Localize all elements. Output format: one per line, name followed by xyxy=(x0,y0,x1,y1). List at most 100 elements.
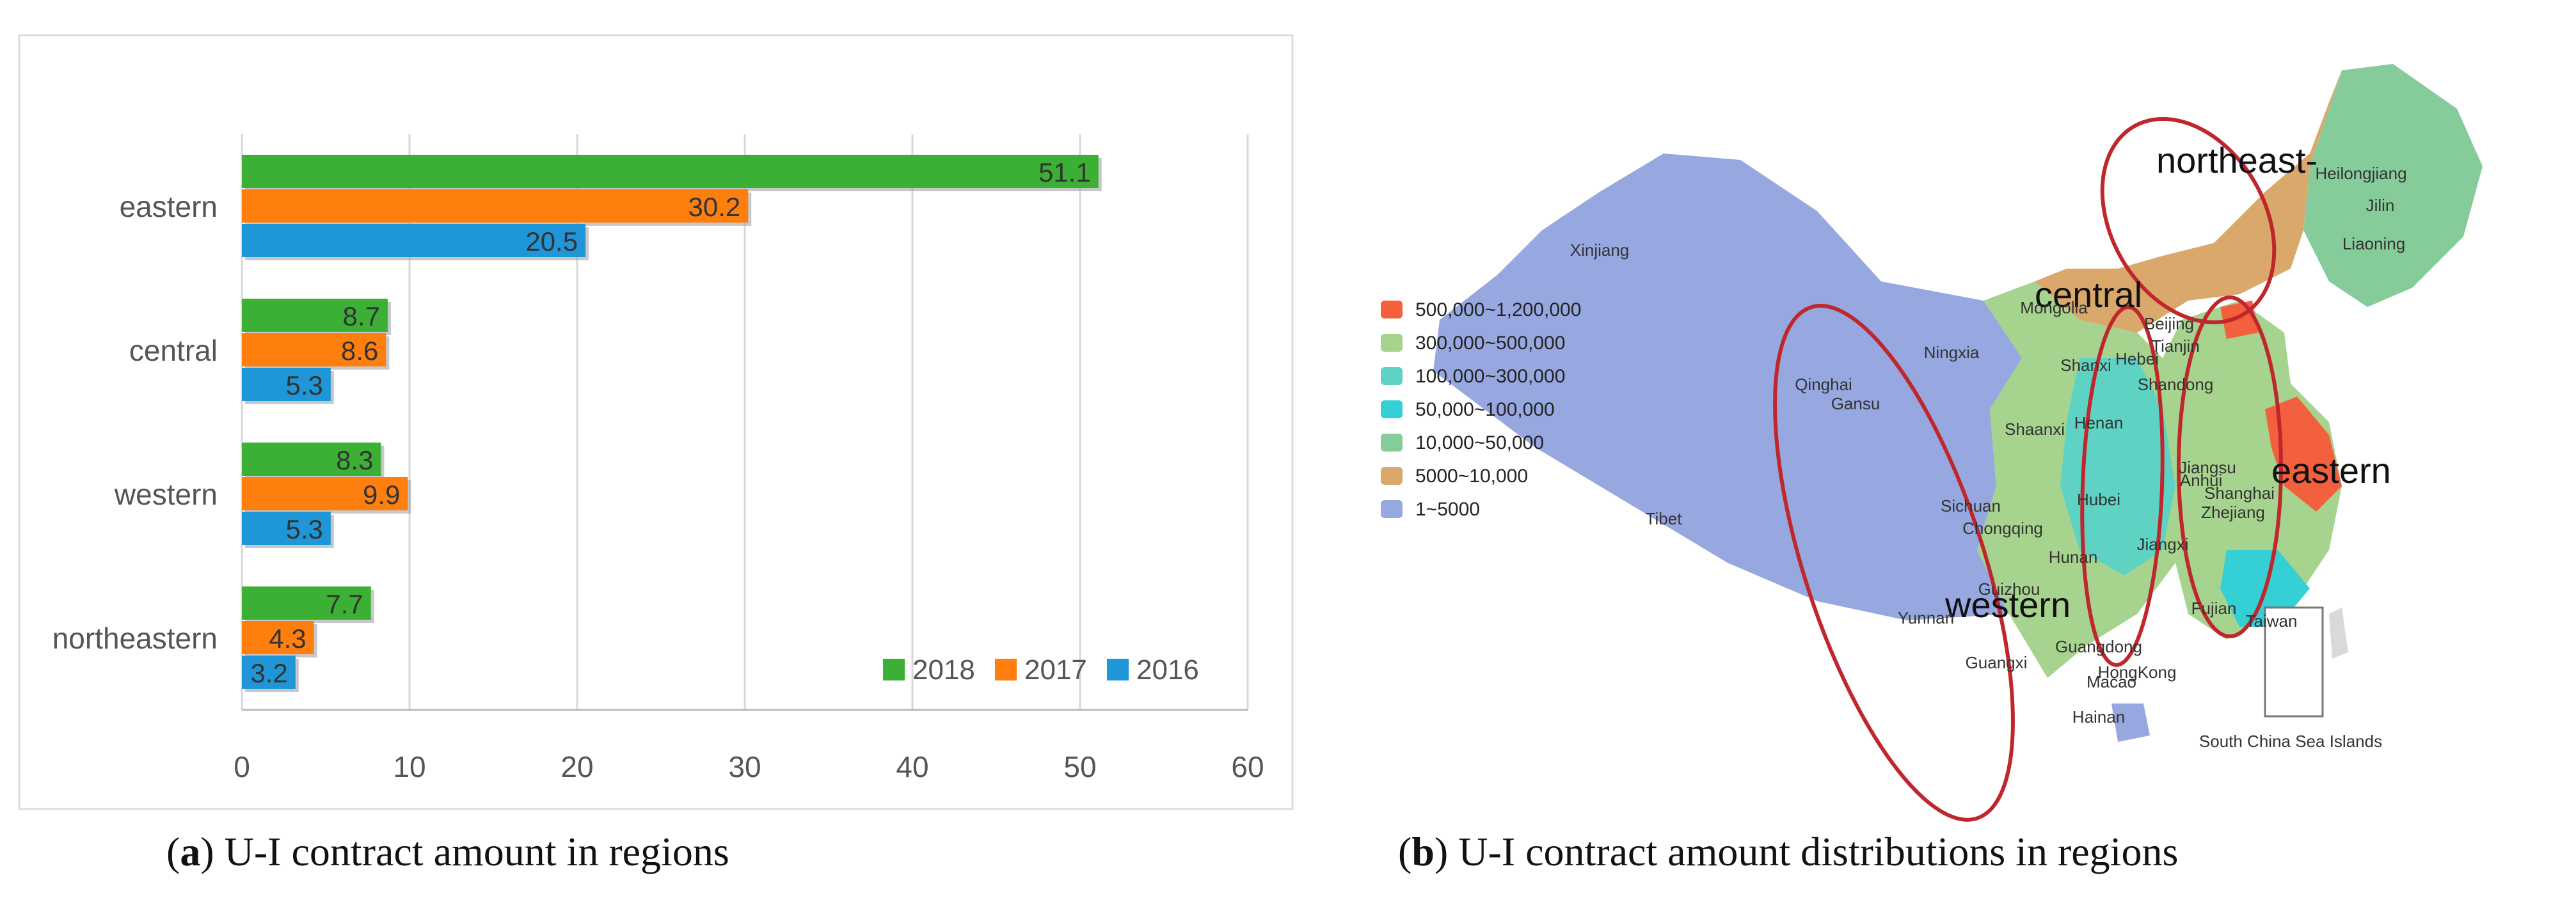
legend-swatch xyxy=(1107,659,1129,680)
x-tick-label: 40 xyxy=(896,750,928,783)
province-label: Liaoning xyxy=(2342,234,2405,253)
province-label: Hubei xyxy=(2077,490,2120,509)
category-label: central xyxy=(129,334,218,367)
province-label: Beijing xyxy=(2144,314,2194,333)
x-tick-label: 50 xyxy=(1063,750,1096,783)
province-label: Shaanxi xyxy=(2005,420,2065,439)
bar-value-label: 30.2 xyxy=(688,192,740,222)
caption-b-text: U-I contract amount distributions in reg… xyxy=(1458,829,2179,874)
bar-value-label: 8.6 xyxy=(341,336,378,366)
northeast-ellipse xyxy=(2100,117,2277,324)
bar-2017-western xyxy=(242,477,408,510)
bar-2016-central xyxy=(242,368,331,401)
province-label: Shandong xyxy=(2138,375,2214,394)
central-label: central xyxy=(2035,274,2142,315)
map-legend-swatch xyxy=(1381,434,1403,452)
chart-legend: 2018 2017 2016 xyxy=(883,654,1199,686)
bar-2016-northeastern xyxy=(242,656,296,689)
eastern-region-shape xyxy=(2163,301,2342,640)
bar-chart: 51.130.220.58.78.65.38.39.95.37.74.33.2 … xyxy=(18,34,1294,810)
province-label: Taiwan xyxy=(2246,611,2298,631)
province-label: Henan xyxy=(2074,413,2124,432)
bars: 51.1 30.2 20.5 8.7 8.6 5.3 8.3 9.9 5.3 7.7 4.3 3.2 xyxy=(242,155,1102,692)
province-label: Hainan xyxy=(2072,707,2125,727)
province-label: Sichuan xyxy=(1941,496,2001,515)
inset-label: South China Sea Islands xyxy=(2199,732,2382,751)
map-legend-label: 100,000~300,000 xyxy=(1415,366,1565,387)
china-region-map: South China Sea Islands northeast- centr… xyxy=(1381,64,2483,822)
map-legend-swatch xyxy=(1381,334,1403,352)
bar-value-label: 5.3 xyxy=(285,370,322,400)
province-label: Gansu xyxy=(1831,394,1880,413)
bar-2018-eastern xyxy=(242,155,1099,188)
map-legend-swatch xyxy=(1381,400,1403,418)
province-label: Tibet xyxy=(1646,509,1683,528)
western-ellipse xyxy=(1773,304,2015,822)
province-label: Guangdong xyxy=(2055,637,2142,656)
province-label: Yunnan xyxy=(1898,608,1954,627)
province-label: Jiangxi xyxy=(2137,535,2189,554)
caption-b-letter: b xyxy=(1411,829,1435,874)
bar-value-label: 9.9 xyxy=(363,480,400,510)
province-label: Xinjiang xyxy=(1570,240,1630,260)
province-label: Macao xyxy=(2087,672,2136,691)
bar-2018-central xyxy=(242,299,388,332)
bar-value-label: 5.3 xyxy=(285,514,322,544)
province-label: Hebei xyxy=(2115,349,2159,368)
inset-box xyxy=(2264,606,2324,718)
map-legend-label: 50,000~100,000 xyxy=(1415,399,1555,420)
eastern-label: eastern xyxy=(2271,450,2391,491)
map-legend-swatch xyxy=(1381,500,1403,518)
province-label: Shanxi xyxy=(2060,356,2111,375)
bar-2018-western xyxy=(242,443,381,476)
province-label: Fujian xyxy=(2191,599,2237,618)
map-legend-label: 1~5000 xyxy=(1415,499,1480,520)
bar-2017-northeastern xyxy=(242,621,314,654)
western-region-shape xyxy=(1433,153,2022,620)
bar-2016-western xyxy=(242,512,331,545)
category-label: western xyxy=(114,478,218,511)
bar-value-label: 8.7 xyxy=(343,301,380,331)
caption-b: (b) U-I contract amount distributions in… xyxy=(1398,829,2179,874)
bar-value-label: 4.3 xyxy=(269,624,306,654)
province-label: Guangxi xyxy=(1966,653,2028,672)
category-label: eastern xyxy=(120,190,218,223)
bar-2017-central xyxy=(242,333,386,366)
legend-swatch xyxy=(995,659,1017,680)
bar-value-label: 7.7 xyxy=(326,589,363,619)
hainan-shape xyxy=(2111,704,2150,742)
category-labels: eastern central western northeastern xyxy=(52,190,218,655)
province-label: Zhejiang xyxy=(2201,503,2265,522)
bar-value-label: 8.3 xyxy=(336,445,373,475)
province-label: HongKong xyxy=(2098,663,2177,682)
map-legend-swatch xyxy=(1381,467,1403,485)
province-label: Ningxia xyxy=(1924,343,1980,362)
caption-a-text: U-I contract amount in regions xyxy=(224,829,729,874)
central-ellipse xyxy=(2080,305,2165,667)
province-label: Jilin xyxy=(2366,196,2395,215)
bar-value-label: 3.2 xyxy=(250,658,287,688)
province-label: Anhui xyxy=(2180,471,2223,490)
map-legend: 500,000~1,200,000 300,000~500,000 100,000~… xyxy=(1381,299,1581,520)
map-legend-label: 300,000~500,000 xyxy=(1415,333,1565,354)
province-label: Tianjin xyxy=(2151,336,2200,356)
province-label: Chongqing xyxy=(1962,519,2043,538)
legend-label: 2017 xyxy=(1024,654,1087,686)
bar-2017-eastern xyxy=(242,189,749,223)
province-label: Shanghai xyxy=(2204,484,2275,503)
province-label: Guizhou xyxy=(1978,579,2040,599)
province-label: Qinghai xyxy=(1795,375,1852,394)
province-label: Hunan xyxy=(2049,547,2098,567)
northeast-label: northeast- xyxy=(2156,140,2318,180)
province-label: Jiangsu xyxy=(2179,458,2236,477)
western-label: western xyxy=(1944,585,2071,625)
bar-2016-eastern xyxy=(242,224,586,257)
province-label: Mongolia xyxy=(2020,298,2088,317)
bar-value-label: 20.5 xyxy=(525,226,578,256)
bar-value-label: 51.1 xyxy=(1038,157,1091,187)
x-tick-label: 60 xyxy=(1231,750,1264,783)
north-band-shape xyxy=(2035,70,2342,333)
eastern-ellipse xyxy=(2177,295,2283,638)
map-legend-label: 10,000~50,000 xyxy=(1415,432,1544,453)
legend-label: 2016 xyxy=(1136,654,1199,686)
